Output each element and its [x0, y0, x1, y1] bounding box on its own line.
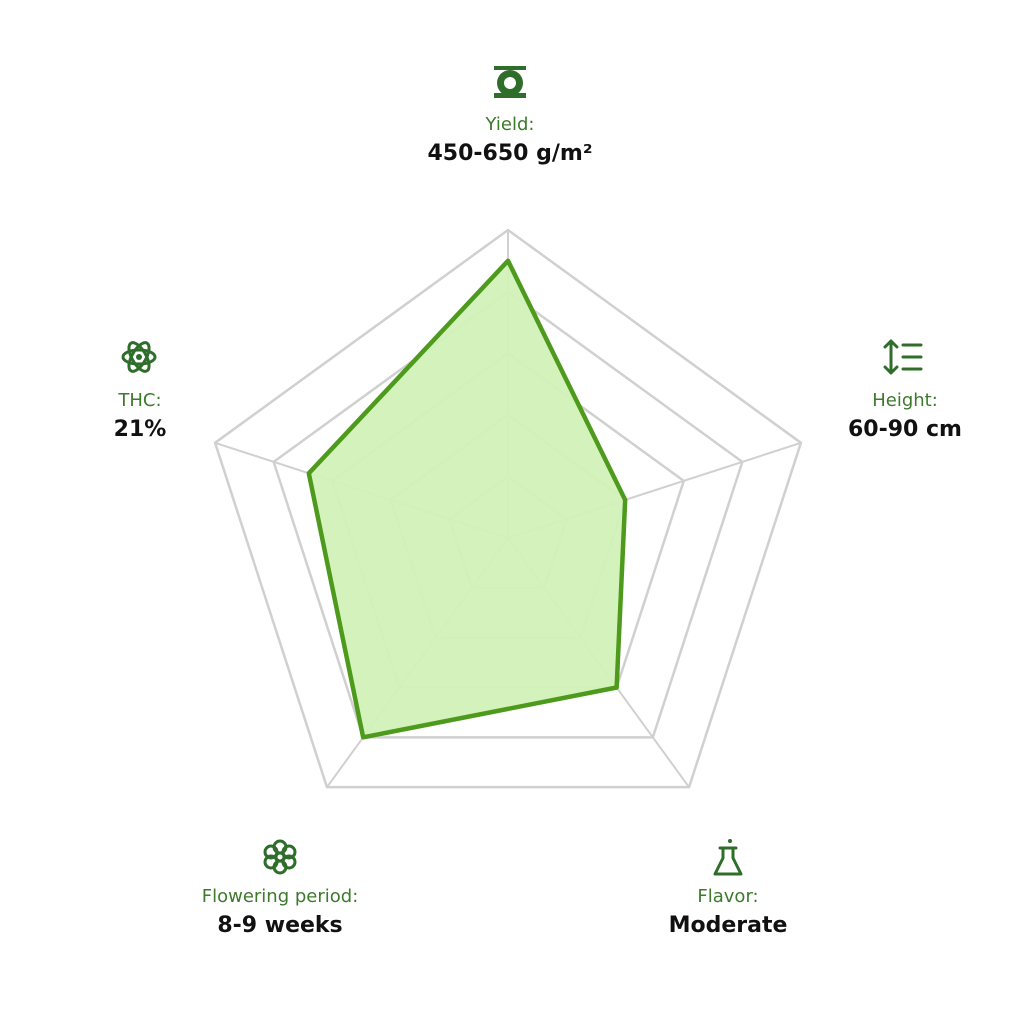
data-area — [306, 258, 628, 740]
icon-flavor — [713, 839, 743, 876]
category-label: Height: — [872, 390, 938, 411]
category-label: THC: — [117, 390, 161, 411]
category-detail: 60-90 cm — [848, 417, 962, 442]
category-detail: 450-650 g/m² — [428, 141, 593, 166]
grid-ring — [213, 228, 803, 789]
category-detail: 8-9 weeks — [217, 913, 342, 938]
category-label: Flavor: — [697, 886, 758, 907]
icon-height — [883, 339, 923, 375]
icon-flowering — [263, 839, 297, 875]
category-label: Yield: — [485, 114, 535, 135]
category-detail: Moderate — [669, 913, 788, 938]
plot: Yield: 450-650 g/m² Height: 60-90 cm Flavor:… — [114, 114, 962, 938]
icon-yield — [494, 66, 526, 98]
grid-ring — [272, 290, 744, 739]
icon-thc — [121, 341, 157, 373]
category-detail: 21% — [114, 417, 167, 442]
category-label: Flowering period: — [202, 886, 359, 907]
